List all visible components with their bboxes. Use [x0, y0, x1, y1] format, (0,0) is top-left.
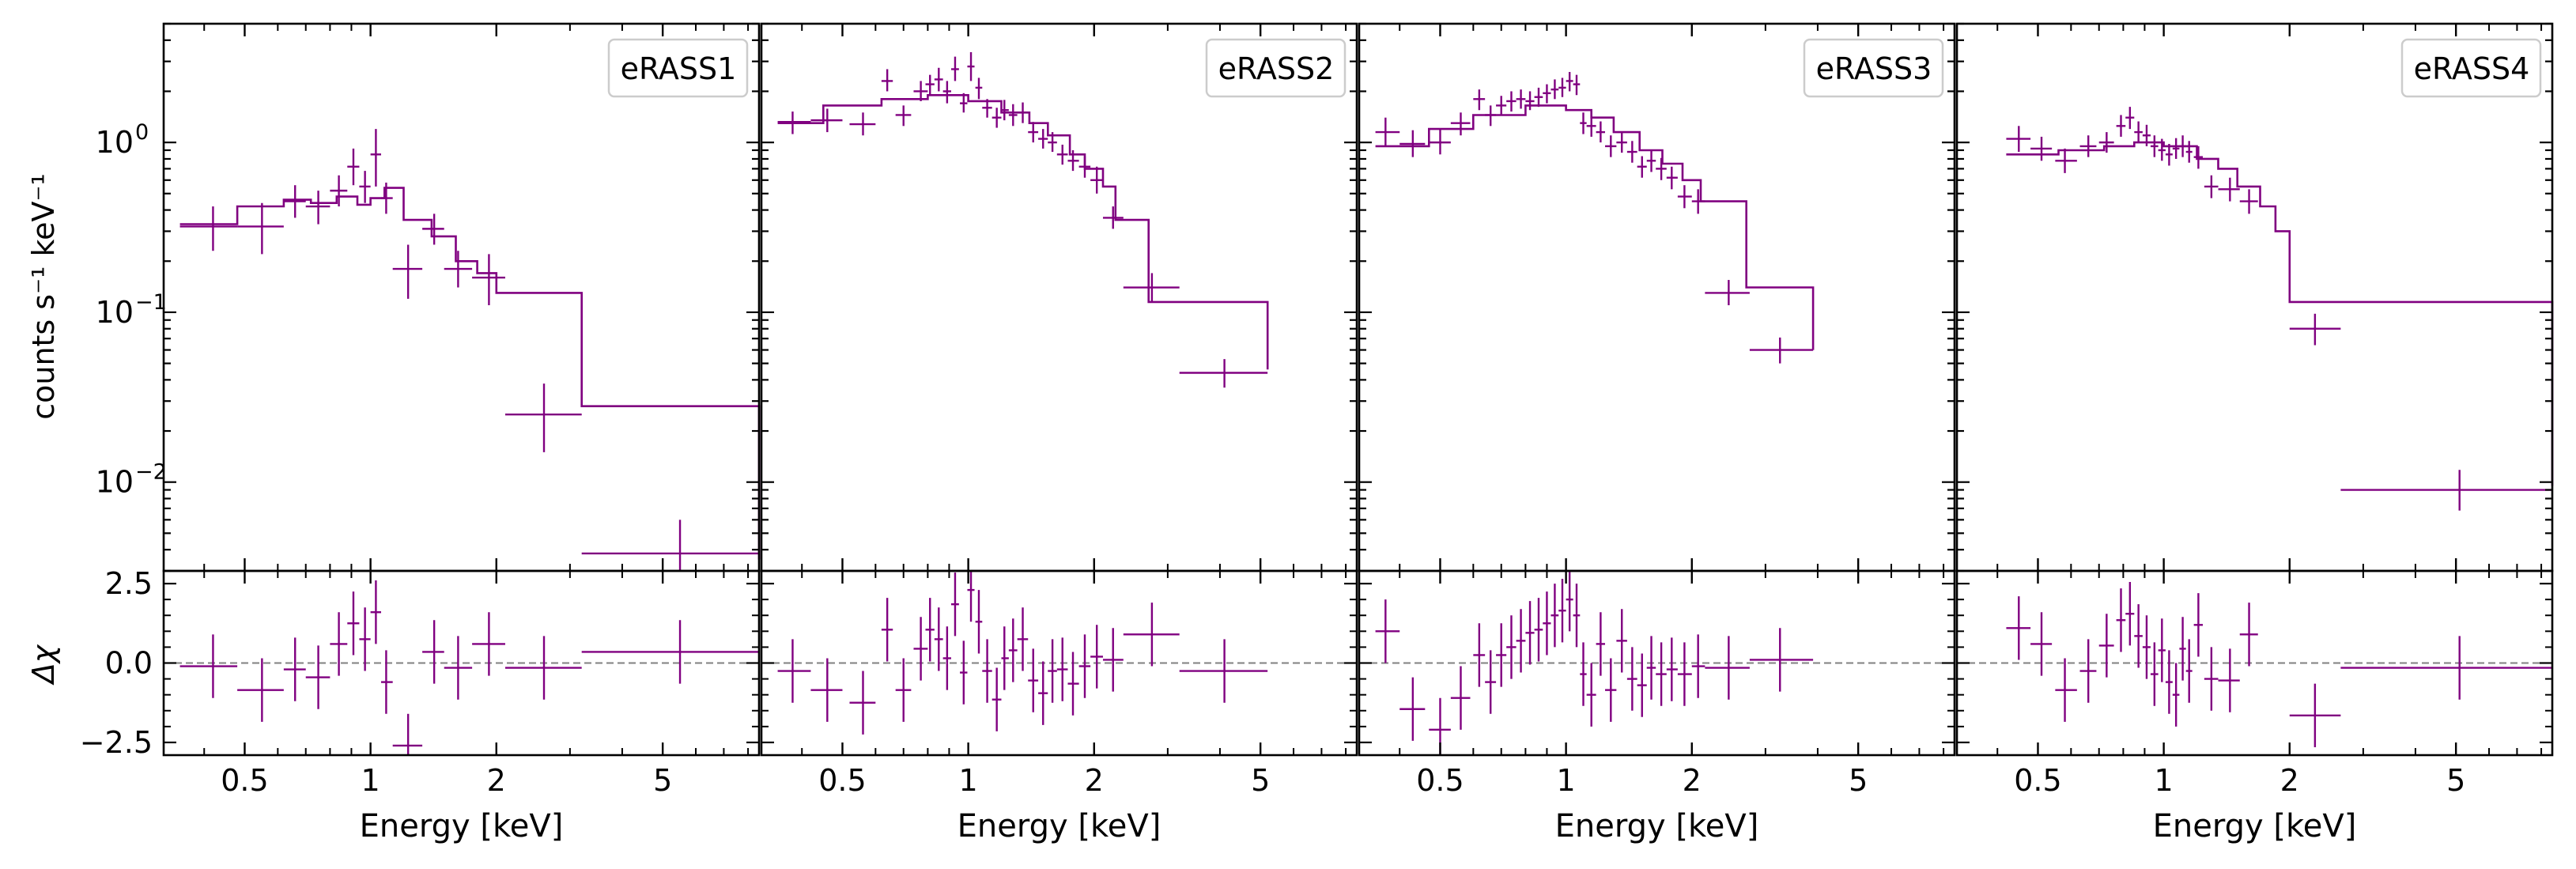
x-tick-label: 0.5: [2014, 763, 2061, 798]
top-axes-frame: [1358, 22, 1956, 572]
x-tick-label: 5: [1849, 763, 1868, 798]
legend-label: eRASS2: [1218, 51, 1335, 86]
model-step-line: [777, 94, 1269, 370]
x-tick-label: 2: [2280, 763, 2299, 798]
y-tick-label-exponent: −1: [135, 290, 167, 315]
y-tick-label: 10: [96, 125, 134, 160]
x-tick-label: 1: [2155, 763, 2174, 798]
y-tick-label: 10: [96, 295, 134, 330]
x-tick-label: 0.5: [818, 763, 866, 798]
legend-label: eRASS4: [2414, 51, 2530, 86]
legend-label: eRASS3: [1816, 51, 1932, 86]
y-tick-label: 0.0: [105, 646, 153, 681]
legend-box: [607, 38, 749, 98]
x-tick-label: 2: [1683, 763, 1702, 798]
x-axis-label: Energy [keV]: [1555, 808, 1759, 844]
top-axes-frame: [162, 22, 761, 572]
x-axis-label: Energy [keV]: [2153, 808, 2357, 844]
y-tick-label: 10: [96, 465, 134, 500]
x-tick-label: 0.5: [221, 763, 268, 798]
legend-box: [2400, 38, 2542, 98]
panel-eRASS2: 0.5 1 2 5 Energy [keV] eRASS2: [760, 22, 1358, 844]
x-tick-label: 5: [1251, 763, 1270, 798]
panel-eRASS3: 0.5 1 2 5 Energy [keV] eRASS3: [1358, 22, 1956, 844]
x-tick-label: 0.5: [1416, 763, 1464, 798]
top-axes-frame: [1955, 22, 2554, 572]
x-tick-label: 5: [653, 763, 672, 798]
y-axis-label-bottom: Δχ: [26, 644, 61, 686]
model-step-line: [179, 187, 761, 560]
y-tick-label: 2.5: [105, 566, 153, 601]
x-tick-label: 2: [1085, 763, 1104, 798]
legend-box: [1205, 38, 1347, 98]
panel-eRASS4: 0.5 1 2 5 Energy [keV] eRASS4: [1955, 22, 2554, 844]
x-tick-label: 5: [2446, 763, 2465, 798]
legend-box: [1803, 38, 1944, 98]
x-tick-label: 1: [1557, 763, 1576, 798]
x-tick-label: 2: [487, 763, 506, 798]
x-tick-label: 1: [361, 763, 380, 798]
y-tick-label-exponent: 0: [135, 120, 149, 145]
x-axis-label: Energy [keV]: [958, 808, 1161, 844]
model-step-line: [2006, 141, 2554, 486]
x-tick-label: 1: [959, 763, 978, 798]
x-axis-label: Energy [keV]: [360, 808, 564, 844]
y-tick-label-exponent: −2: [135, 460, 167, 485]
y-tick-label: −2.5: [80, 725, 153, 760]
legend-label: eRASS1: [621, 51, 737, 86]
y-axis-label-top: counts s⁻¹ keV⁻¹: [26, 173, 61, 420]
